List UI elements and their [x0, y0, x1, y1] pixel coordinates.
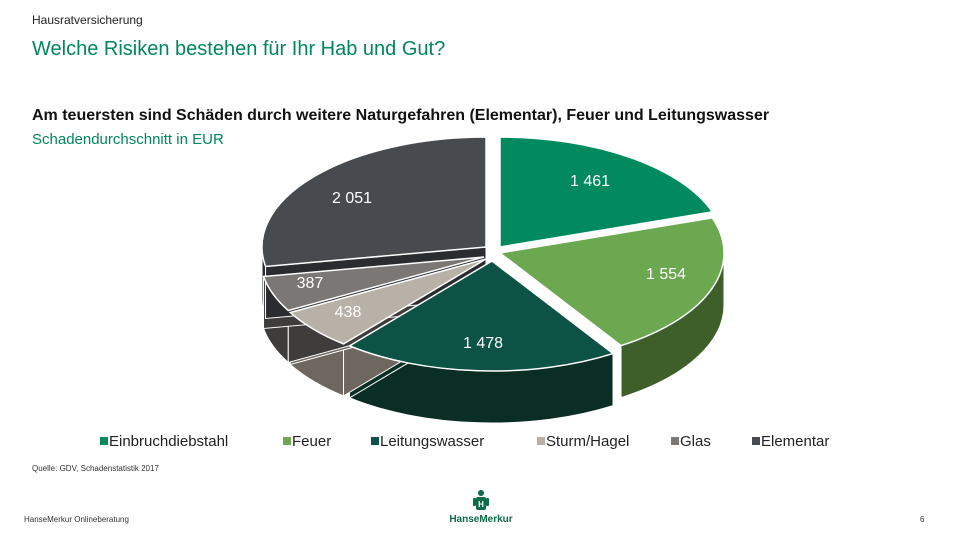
source-note: Quelle: GDV, Schadenstatistik 2017: [32, 464, 159, 473]
logo-icon: H: [473, 490, 489, 510]
legend-label: Leitungswasser: [380, 433, 485, 450]
pie-slice-leitungswasser: [347, 260, 615, 372]
legend-label: Glas: [680, 433, 711, 450]
legend-item-leitungswasser: Leitungswasser: [371, 433, 484, 450]
legend-item-elementar: Elementar: [752, 433, 829, 450]
legend-item-feuer: Feuer: [283, 433, 331, 450]
legend-label: Einbruchdiebstahl: [109, 433, 229, 450]
legend-swatch: [752, 437, 760, 445]
data-label-glas: 387: [297, 275, 324, 292]
pie-slice-einbruchdiebstahl: [499, 136, 714, 248]
chart-legend: Einbruchdiebstahl Feuer Leitungswasser Stur…: [100, 433, 860, 453]
legend-item-glas: Glas: [671, 433, 711, 450]
unit-label: Schadendurchschnitt in EUR: [32, 131, 224, 148]
data-label-einbruchdiebstahl: 1 461: [570, 173, 610, 190]
legend-item-sturm-hagel: Sturm/Hagel: [537, 433, 629, 450]
legend-label: Sturm/Hagel: [546, 433, 630, 450]
legend-label: Feuer: [292, 433, 332, 450]
legend-swatch: [100, 437, 108, 445]
legend-swatch: [283, 437, 291, 445]
data-label-sturm-hagel: 438: [335, 304, 362, 321]
legend-label: Elementar: [761, 433, 830, 450]
data-label-leitungswasser: 1 478: [463, 335, 503, 352]
pie-slice-feuer: [498, 217, 725, 347]
company-logo: H HanseMerkur: [446, 488, 516, 528]
section-label: Hausratversicherung: [32, 13, 143, 27]
footer-text: HanseMerkur Onlineberatung: [24, 515, 129, 524]
legend-swatch: [371, 437, 379, 445]
data-label-feuer: 1 554: [646, 266, 686, 283]
chart-subtitle: Am teuersten sind Schäden durch weitere …: [32, 107, 770, 124]
legend-swatch: [671, 437, 679, 445]
pie-slice-elementar: [261, 136, 487, 268]
logo-text: HanseMerkur: [449, 514, 513, 525]
legend-swatch: [537, 437, 545, 445]
legend-item-einbruchdiebstahl: Einbruchdiebstahl: [100, 433, 228, 450]
page-title: Welche Risiken bestehen für Ihr Hab und …: [32, 38, 446, 60]
svg-text:H: H: [478, 500, 484, 509]
pie-slice-glas: [262, 256, 485, 312]
data-label-elementar: 2 051: [332, 190, 372, 207]
pie-slice-sturm-hagel: [288, 258, 487, 345]
page-number: 6: [920, 515, 925, 524]
